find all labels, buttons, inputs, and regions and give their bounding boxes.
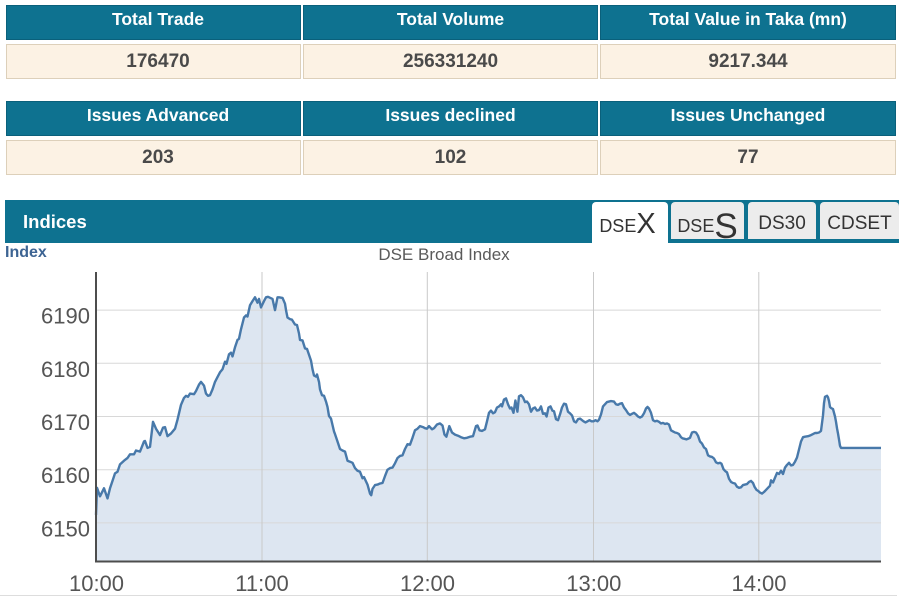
- svg-text:10:00: 10:00: [69, 571, 124, 596]
- svg-text:6180: 6180: [41, 357, 90, 382]
- svg-text:6190: 6190: [41, 304, 90, 329]
- svg-text:13:00: 13:00: [566, 571, 621, 596]
- svg-text:6170: 6170: [41, 410, 90, 435]
- svg-text:14:00: 14:00: [731, 571, 786, 596]
- svg-text:6150: 6150: [41, 516, 90, 541]
- svg-text:6160: 6160: [41, 463, 90, 488]
- svg-text:12:00: 12:00: [400, 571, 455, 596]
- svg-text:11:00: 11:00: [235, 571, 288, 596]
